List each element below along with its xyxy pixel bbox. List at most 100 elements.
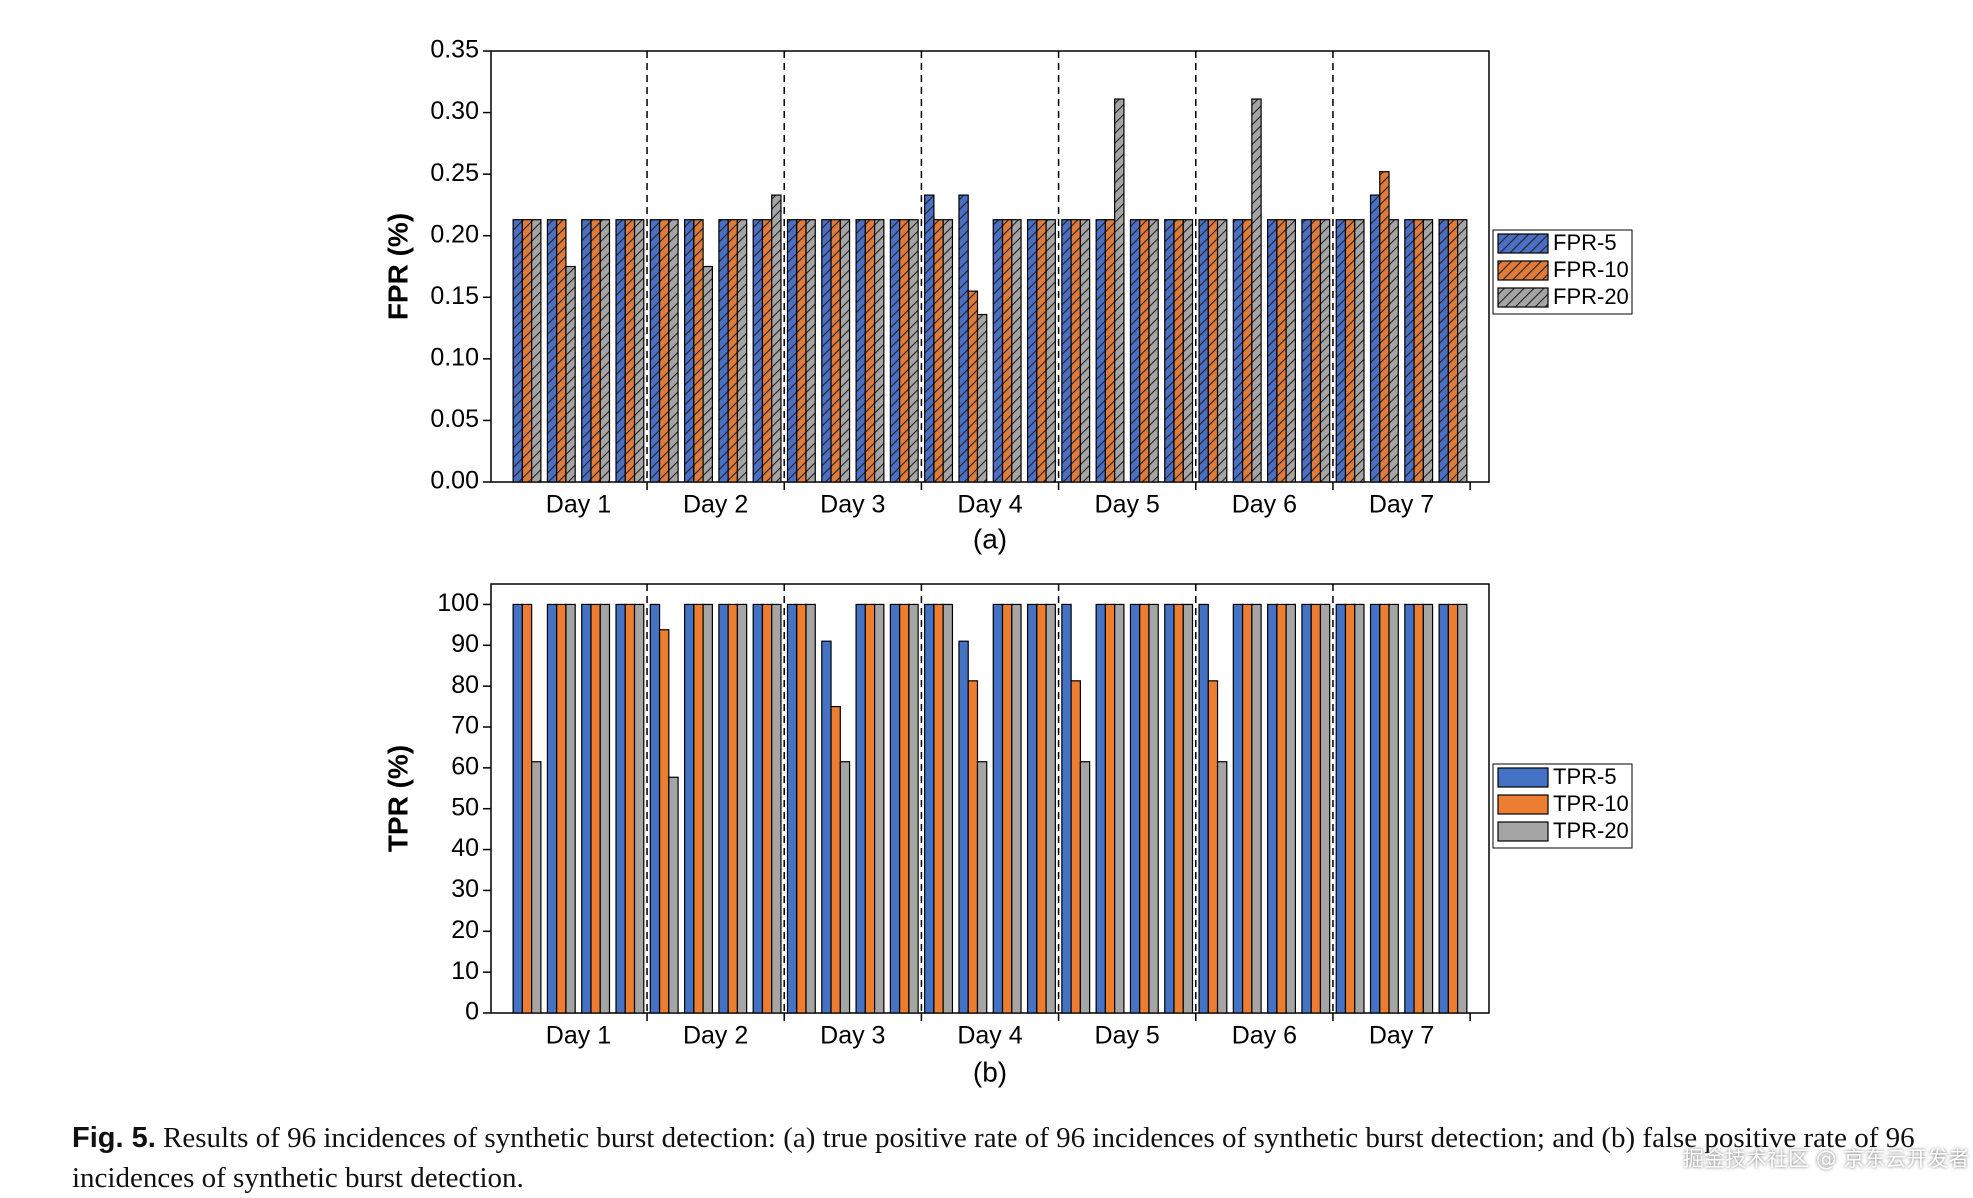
bar	[839, 761, 851, 1014]
y-tick-label: 0.25	[430, 159, 479, 187]
bar	[830, 705, 841, 1014]
bar	[668, 776, 679, 1014]
bar	[683, 219, 695, 483]
bar	[1422, 219, 1434, 483]
bar	[1344, 603, 1356, 1014]
x-tick-label: Day 2	[683, 1022, 748, 1050]
legend-label: TPR-10	[1553, 791, 1629, 816]
bar	[933, 219, 944, 483]
bar	[976, 761, 988, 1014]
bar	[1422, 603, 1434, 1014]
bar	[992, 603, 1004, 1014]
bar	[1070, 219, 1081, 483]
subtitle: (b)	[973, 1056, 1007, 1087]
bar	[668, 219, 679, 483]
y-tick-label: 10	[451, 957, 479, 985]
legend-swatch	[1497, 767, 1549, 788]
bar	[590, 219, 601, 483]
y-axis-label: FPR (%)	[382, 213, 413, 320]
bar	[1438, 219, 1449, 483]
bar	[1182, 219, 1194, 483]
legend-swatch	[1497, 287, 1549, 308]
y-axis-label: TPR (%)	[382, 745, 413, 852]
x-tick-label: Day 2	[683, 491, 748, 519]
bar	[1310, 219, 1322, 483]
bar	[796, 603, 807, 1014]
bar	[1310, 603, 1322, 1014]
bar	[1061, 219, 1072, 483]
bar	[889, 603, 901, 1014]
bar	[1036, 603, 1047, 1014]
bar	[889, 219, 901, 483]
bar	[1001, 603, 1013, 1014]
bar	[1173, 219, 1184, 483]
legend-swatch	[1497, 260, 1549, 281]
bar	[1045, 603, 1056, 1014]
bar	[924, 603, 935, 1014]
bar	[546, 219, 558, 483]
bar	[649, 603, 661, 1014]
x-tick-label: Day 7	[1369, 491, 1434, 519]
bar	[805, 603, 816, 1014]
bar	[1344, 219, 1356, 483]
y-tick-label: 0.20	[430, 220, 479, 248]
bar	[546, 603, 558, 1014]
caption-label: Fig. 5.	[72, 1122, 156, 1154]
bar	[633, 219, 645, 483]
legend-swatch	[1497, 794, 1549, 815]
bar	[1095, 219, 1107, 483]
bar	[1139, 219, 1150, 483]
bar	[864, 219, 876, 483]
bar	[1129, 603, 1141, 1014]
bar	[752, 603, 764, 1014]
bar	[924, 194, 935, 483]
y-tick-label: 0.30	[430, 97, 479, 125]
bar	[1129, 219, 1141, 483]
bar	[1164, 603, 1175, 1014]
caption: Fig. 5. Results of 96 incidences of synt…	[72, 1118, 1952, 1198]
bar	[599, 219, 611, 483]
y-tick-label: 0	[465, 998, 479, 1026]
bar	[1413, 603, 1424, 1014]
bar	[1319, 219, 1331, 483]
y-tick-label: 0.05	[430, 405, 479, 433]
bar	[1173, 603, 1184, 1014]
bar	[1036, 219, 1047, 483]
bar	[864, 603, 876, 1014]
bar	[1301, 603, 1312, 1014]
bar	[830, 219, 841, 483]
bar	[1285, 603, 1297, 1014]
bar	[1182, 603, 1194, 1014]
bar	[1354, 603, 1365, 1014]
bar	[839, 219, 851, 483]
watermark: 掘金技术社区 @ 京东云开发者	[1683, 1147, 1970, 1171]
legend-label: FPR-5	[1553, 230, 1617, 255]
y-tick-label: 0.00	[430, 467, 479, 495]
bar	[1011, 219, 1022, 483]
bar	[1079, 219, 1091, 483]
legend-label: TPR-20	[1553, 818, 1629, 843]
x-tick-label: Day 1	[546, 1022, 611, 1050]
bar	[1232, 603, 1244, 1014]
bar	[727, 603, 739, 1014]
bar	[942, 219, 954, 483]
bar	[624, 603, 636, 1014]
bar	[1095, 603, 1107, 1014]
bar	[658, 219, 670, 483]
bar	[727, 219, 739, 483]
bar	[855, 603, 866, 1014]
bar	[1276, 219, 1287, 483]
y-tick-label: 60	[451, 752, 479, 780]
bar	[752, 219, 764, 483]
bar	[693, 603, 704, 1014]
bar	[1198, 603, 1209, 1014]
bar	[786, 603, 798, 1014]
bar	[736, 603, 748, 1014]
bar	[702, 265, 713, 483]
bar	[1301, 219, 1312, 483]
plot-frame	[490, 50, 1490, 483]
bar	[992, 219, 1004, 483]
x-tick-label: Day 4	[957, 1022, 1022, 1050]
bar	[521, 603, 533, 1014]
bar	[1232, 219, 1244, 483]
